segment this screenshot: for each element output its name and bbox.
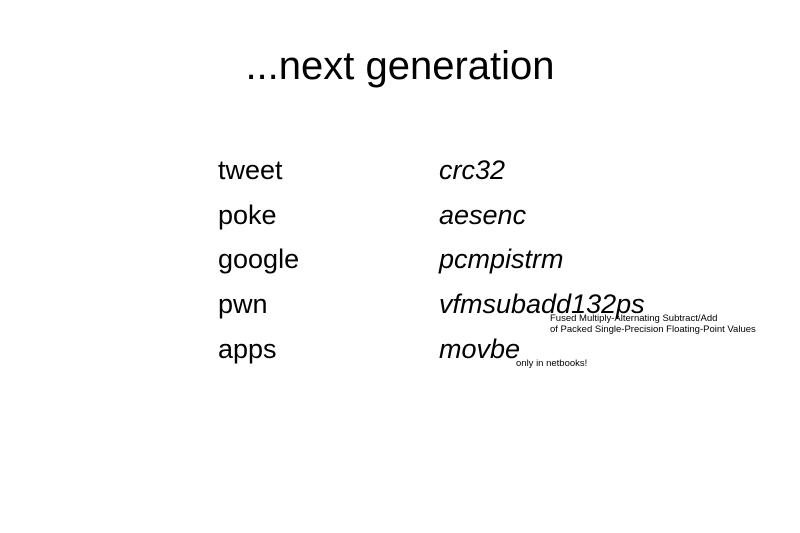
instruction-item: pcmpistrm: [439, 244, 564, 275]
instruction-item: vfmsubadd132ps: [439, 289, 645, 320]
fma-footnote-line2: of Packed Single-Precision Floating-Poin…: [550, 324, 756, 335]
word-item: apps: [218, 333, 277, 364]
movbe-footnote: only in netbooks!: [516, 358, 588, 369]
word-item: poke: [218, 199, 277, 230]
instruction-item: aesenc: [439, 199, 527, 230]
fma-footnote-line1: Fused Multiply-Alternating Subtract/Add: [550, 313, 718, 324]
instruction-item: movbe: [439, 333, 521, 364]
fma-footnote: Fused Multiply-Alternating Subtract/Add …: [550, 313, 756, 335]
instruction-list: crc32 aesenc pcmpistrm vfmsubadd132ps mo…: [439, 148, 645, 371]
word-item: tweet: [218, 155, 283, 185]
slide-title: ...next generation: [245, 44, 555, 88]
word-item: pwn: [218, 289, 268, 320]
instruction-item: crc32: [439, 155, 506, 185]
word-item: google: [218, 244, 300, 275]
word-list: tweet poke google pwn apps: [218, 148, 299, 371]
